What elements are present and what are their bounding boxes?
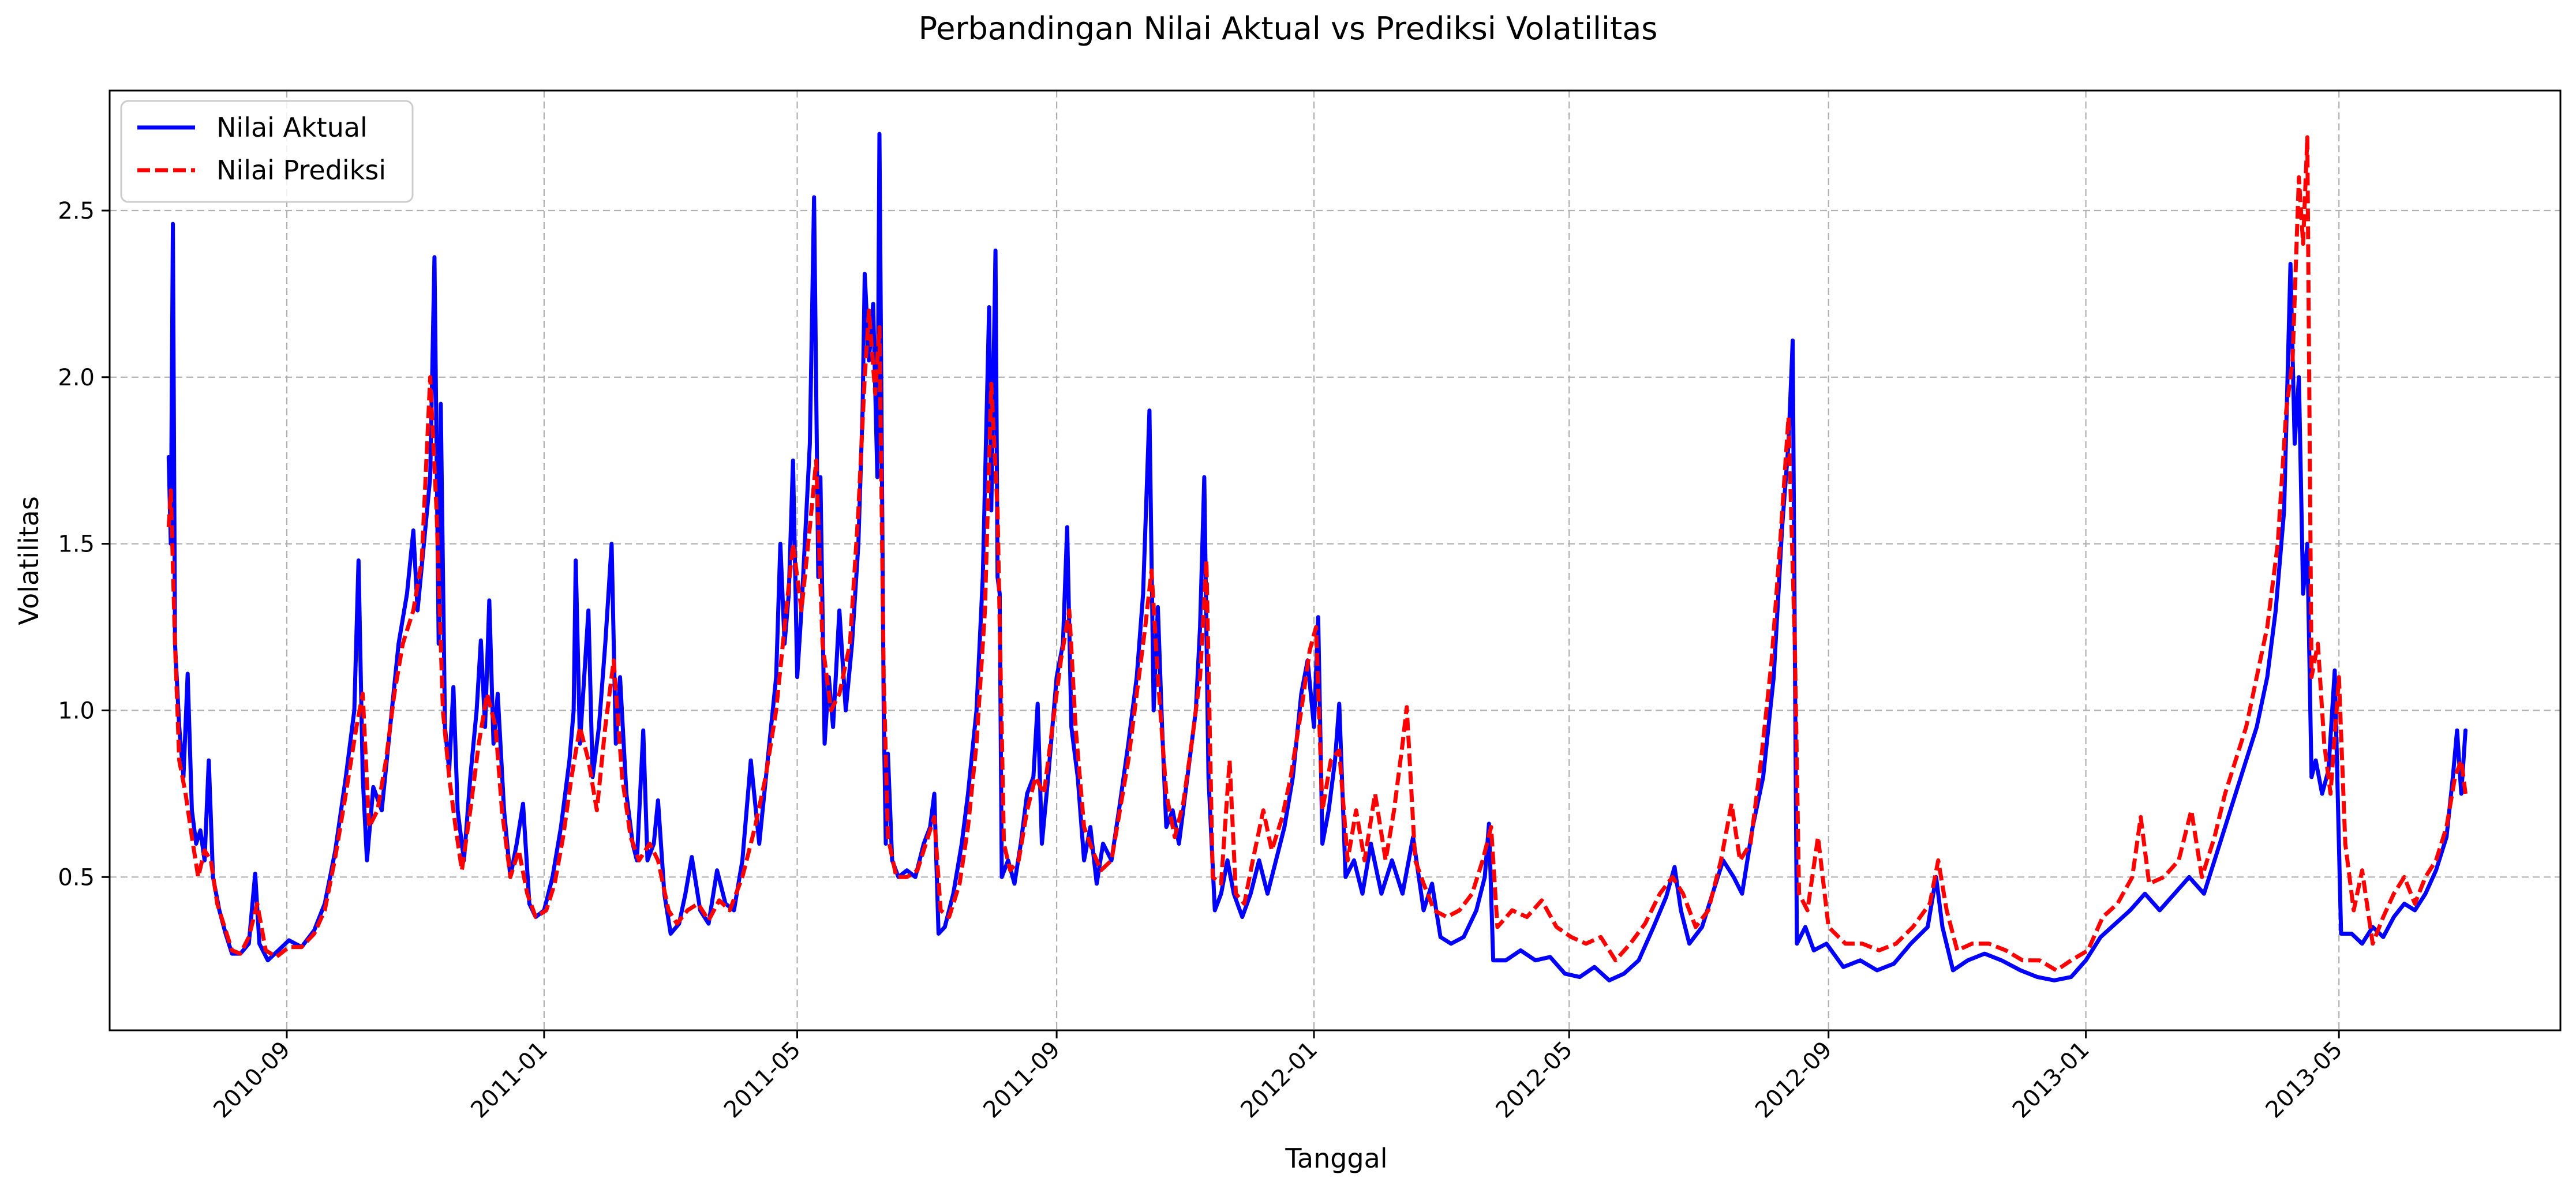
x-axis-label: Tanggal xyxy=(1285,1143,1387,1174)
y-tick-label: 0.5 xyxy=(58,864,95,891)
series-line-nilai-prediksi xyxy=(166,135,2468,973)
legend-label-prediksi: Nilai Prediksi xyxy=(216,155,386,186)
legend: Nilai Aktual Nilai Prediksi xyxy=(120,100,414,203)
y-tick-label: 1.5 xyxy=(58,531,95,558)
axes-frame xyxy=(108,89,2562,1031)
y-tick-label: 1.0 xyxy=(58,697,95,724)
y-axis-label: Volatilitas xyxy=(13,496,44,625)
plot-area xyxy=(166,132,2468,982)
y-axis: 0.5 1.0 1.5 2.0 2.5 xyxy=(58,198,110,891)
legend-label-aktual: Nilai Aktual xyxy=(216,112,368,143)
y-tick-label: 2.0 xyxy=(58,365,95,391)
series-line-nilai-aktual xyxy=(166,132,2468,982)
grid-lines xyxy=(110,91,2560,1030)
y-tick-label: 2.5 xyxy=(58,198,95,224)
chart-title: Perbandingan Nilai Aktual vs Prediksi Vo… xyxy=(919,10,1658,47)
